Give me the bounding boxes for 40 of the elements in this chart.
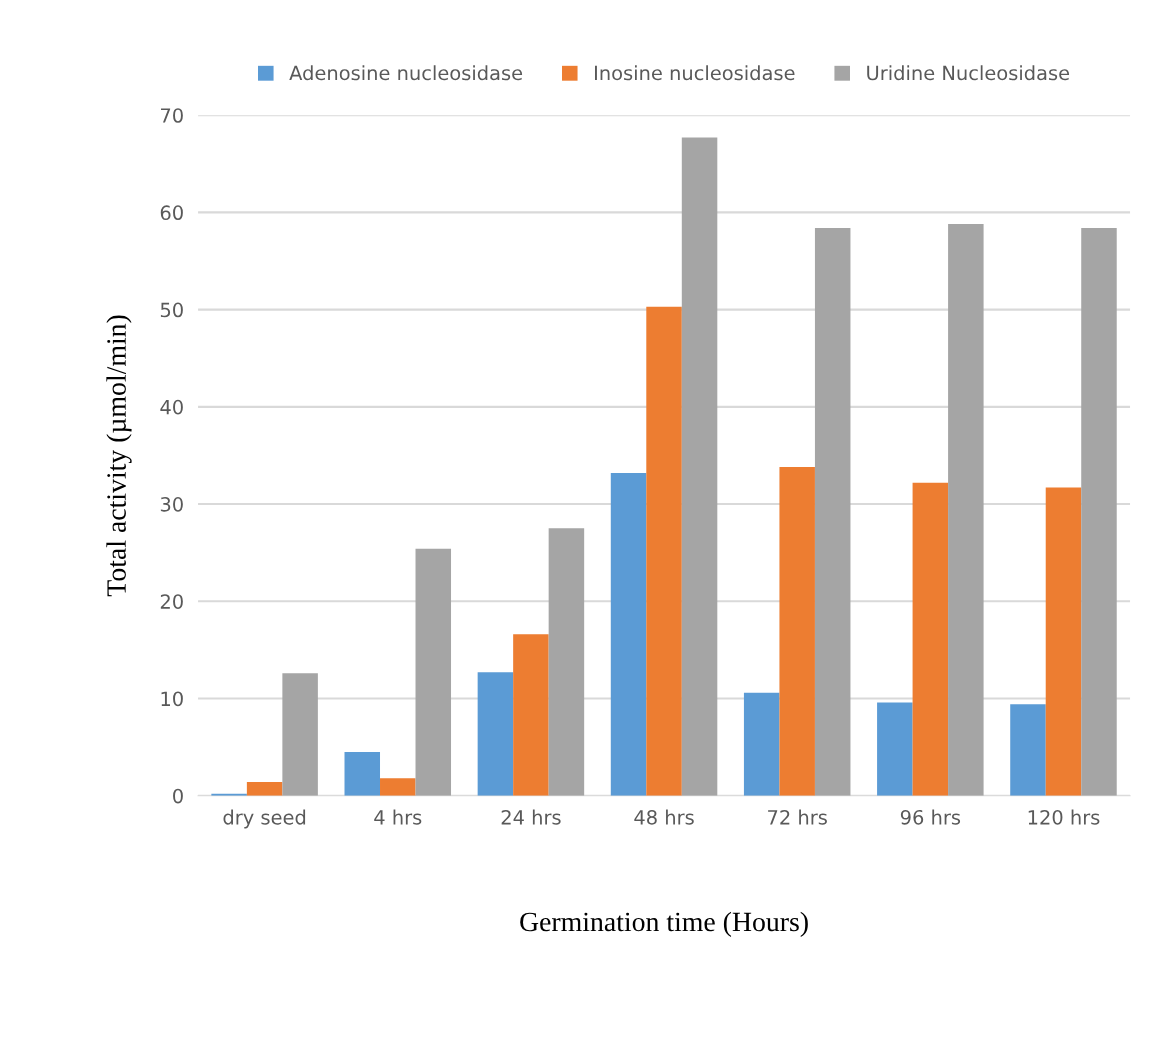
bar	[779, 467, 815, 796]
x-tick-label: 48 hrs	[634, 809, 694, 825]
bar	[1081, 227, 1117, 796]
bar	[877, 702, 913, 796]
y-tick-label: 70	[161, 108, 183, 123]
x-tick-label: 24 hrs	[501, 809, 561, 825]
y-tick-label: 20	[160, 594, 183, 609]
bar	[814, 227, 851, 796]
bar	[646, 306, 682, 796]
y-tick-label: 0	[173, 788, 183, 804]
bar	[548, 528, 585, 796]
bar	[948, 224, 984, 796]
bar	[912, 482, 949, 796]
x-tick-label: 96 hrs	[900, 809, 961, 825]
y-tick-label: 30	[160, 497, 183, 512]
y-tick-label: 10	[161, 691, 183, 707]
bar	[743, 692, 780, 796]
y-axis-title: Total activity (µmol/min)	[106, 315, 132, 597]
bar	[513, 634, 549, 796]
x-tick-label: 72 hrs	[768, 809, 827, 825]
bar	[246, 782, 283, 796]
x-tick-label: 4 hrs	[374, 809, 422, 825]
bar	[1010, 704, 1046, 796]
bar	[477, 672, 514, 796]
y-tick-label: 40	[160, 399, 183, 415]
y-tick-label: 60	[160, 205, 183, 221]
bar	[681, 137, 718, 796]
bar	[380, 778, 416, 796]
bar	[344, 751, 381, 796]
y-tick-label: 50	[160, 302, 183, 318]
legend-label: Adenosine nucleosidase	[289, 65, 523, 81]
legend-label: Uridine Nucleosidase	[867, 65, 1070, 81]
bar	[610, 472, 647, 796]
bar	[415, 548, 452, 796]
x-tick-label: dry seed	[223, 809, 306, 829]
x-tick-label: 120 hrs	[1028, 809, 1100, 825]
bar	[282, 673, 318, 796]
x-axis-title: Germination time (Hours)	[520, 911, 808, 937]
bar	[1045, 487, 1082, 796]
legend-label: Inosine nucleosidase	[595, 65, 795, 81]
